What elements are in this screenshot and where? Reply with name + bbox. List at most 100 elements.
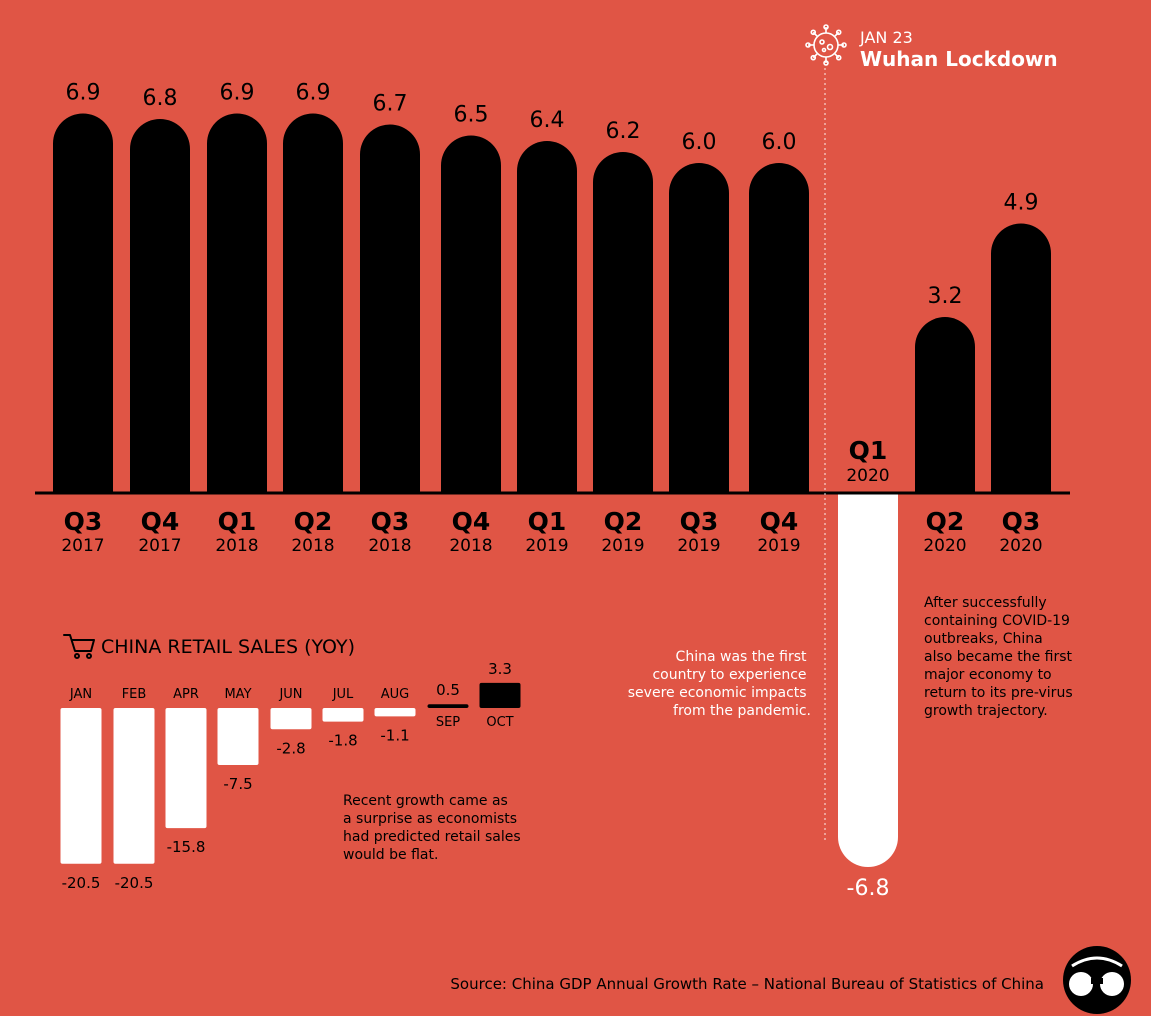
gdp-year-label: 2017 [138,536,181,556]
gdp-quarter-label: Q4 [760,507,799,536]
virus-spike-tip [841,42,847,48]
retail-bar [113,708,155,864]
retail-note: Recent growth came as a surprise as econ… [343,793,525,863]
retail-bar-value: 3.3 [488,660,512,678]
retail-bar [217,708,259,765]
gdp-bar [593,152,653,493]
gdp-bar-value: 3.2 [928,284,963,309]
retail-bar-value: -15.8 [167,838,206,856]
gdp-quarter-label: Q3 [371,507,410,536]
retail-month-label: JUL [332,687,354,702]
virus-spike-tip [823,60,829,66]
retail-bar-value: -1.8 [328,732,357,750]
gdp-bar-value: 6.4 [530,108,565,133]
gdp-year-label: 2020 [923,536,966,556]
retail-chart: -20.5 JAN -20.5 FEB -15.8 APR -7.5 MAY -2.8 JUN -1… [60,660,521,892]
virus-spike-tip [823,24,829,30]
gdp-quarter-label: Q4 [452,507,491,536]
virus-spike-tip [805,42,811,48]
gdp-year-label: 2018 [368,536,411,556]
gdp-bar [283,113,343,494]
gdp-bar [207,113,267,494]
virus-spike [833,31,840,38]
gdp-bar [749,163,809,493]
gdp-quarter-label: Q3 [680,507,719,536]
retail-month-label: JAN [69,687,92,702]
recovery-note: After successfully containing COVID-19 o… [924,595,1077,719]
gdp-bar-value: 6.2 [606,119,641,144]
retail-bar [479,682,521,708]
retail-month-label: AUG [381,687,409,702]
retail-bar [60,708,102,864]
first-impact-note: China was the first country to experienc… [628,649,811,719]
gdp-quarter-label: Q1 [528,507,567,536]
gdp-quarter-label: Q1 [849,436,888,465]
gdp-bar-value: 6.0 [762,130,797,155]
lockdown-title: Wuhan Lockdown [860,47,1058,71]
gdp-bar [517,141,577,493]
gdp-bar [838,493,898,867]
gdp-bar-value: 6.9 [296,81,331,106]
retail-title: CHINA RETAIL SALES (YOY) [101,636,355,658]
gdp-bar-value: -6.8 [847,876,890,901]
retail-month-label: APR [173,687,199,702]
virus-spike-tip [810,54,817,61]
gdp-bar [360,124,420,493]
gdp-quarter-label: Q3 [64,507,103,536]
gdp-year-label: 2019 [601,536,644,556]
retail-month-label: FEB [122,687,147,702]
gdp-quarter-label: Q1 [218,507,257,536]
gdp-year-label: 2018 [215,536,258,556]
gdp-bar [130,119,190,493]
gdp-year-label: 2019 [525,536,568,556]
gdp-quarter-label: Q2 [294,507,333,536]
gdp-year-label: 2017 [61,536,104,556]
gdp-bar-value: 6.0 [682,130,717,155]
retail-bar [165,708,207,829]
retail-bar [270,708,312,730]
binoculars-logo-icon [1063,946,1131,1014]
retail-bar-value: -20.5 [115,874,154,892]
shopping-cart-icon [63,634,95,659]
lockdown-date: JAN 23 [859,28,913,47]
gdp-bar-value: 4.9 [1004,191,1039,216]
virus-spike-tip [835,29,842,36]
gdp-bar-value: 6.8 [143,86,178,111]
gdp-quarter-label: Q2 [926,507,965,536]
gdp-bar [669,163,729,493]
virus-icon [805,24,847,66]
virus-spike-tip [835,54,842,61]
gdp-bar [915,317,975,493]
retail-bar [322,708,364,722]
gdp-bar-value: 6.9 [66,81,101,106]
retail-bar-value: -1.1 [380,726,409,744]
retail-month-label: JUN [278,687,302,702]
gdp-quarter-label: Q4 [141,507,180,536]
gdp-year-label: 2020 [999,536,1042,556]
gdp-chart: 6.9Q320176.8Q420176.9Q120186.9Q220186.7Q… [53,81,1051,901]
virus-spike [833,52,840,59]
gdp-bar-value: 6.9 [220,81,255,106]
retail-bar-value: -20.5 [62,874,101,892]
retail-month-label: MAY [224,687,251,702]
retail-bar [374,708,416,717]
retail-bar [427,704,469,708]
retail-month-label: OCT [486,715,513,730]
gdp-quarter-label: Q2 [604,507,643,536]
retail-month-label: SEP [436,715,460,730]
gdp-bar-value: 6.5 [454,103,489,128]
virus-spike-tip [810,29,817,36]
retail-bar-value: -2.8 [276,739,305,757]
gdp-bar [53,113,113,494]
virus-spike [812,31,819,38]
gdp-bar [441,135,501,493]
gdp-bar-value: 6.7 [373,92,408,117]
gdp-quarter-label: Q3 [1002,507,1041,536]
gdp-year-label: 2019 [757,536,800,556]
source-text: Source: China GDP Annual Growth Rate – N… [450,975,1044,993]
gdp-year-label: 2019 [677,536,720,556]
gdp-year-label: 2020 [846,466,889,486]
gdp-bar [991,223,1051,493]
retail-bar-value: 0.5 [436,681,460,699]
